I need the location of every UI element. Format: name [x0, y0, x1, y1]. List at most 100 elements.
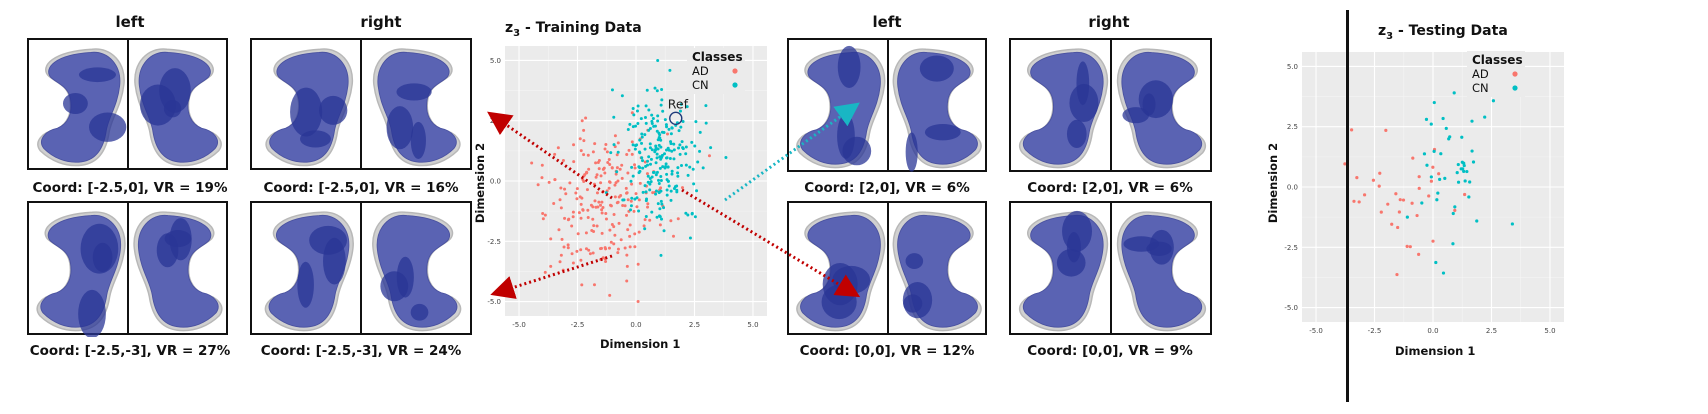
data-point-ad — [624, 186, 628, 190]
data-point-cn — [681, 119, 685, 123]
data-point-cn — [1483, 115, 1487, 119]
x-tick-label: 2.5 — [1486, 327, 1497, 335]
data-point-ad — [651, 191, 655, 195]
data-point-cn — [678, 109, 682, 113]
shape-panel-right-top-right — [1009, 38, 1212, 172]
data-point-cn — [646, 174, 650, 178]
data-point-cn — [646, 159, 650, 163]
data-point-cn — [686, 173, 690, 177]
data-point-cn — [665, 193, 669, 197]
data-point-cn — [1475, 219, 1479, 223]
hippocampus-shape — [372, 211, 462, 332]
data-point-ad — [560, 237, 564, 241]
x-tick-label: -5.0 — [1309, 327, 1323, 335]
data-point-cn — [641, 190, 645, 194]
data-point-ad — [553, 152, 557, 156]
caption-r-tr: Coord: [2,0], VR = 6% — [1027, 180, 1193, 196]
data-point-cn — [660, 202, 664, 206]
y-tick-label: 0.0 — [490, 178, 501, 186]
data-point-cn — [688, 165, 692, 169]
data-point-ad — [610, 222, 614, 226]
hippocampus-shape — [892, 211, 982, 332]
x-tick-label: 5.0 — [1544, 327, 1555, 335]
data-point-cn — [645, 88, 649, 92]
data-point-cn — [659, 138, 663, 142]
data-point-cn — [646, 163, 650, 167]
data-point-cn — [629, 208, 633, 212]
data-point-cn — [650, 113, 654, 117]
data-point-ad — [1427, 194, 1431, 198]
data-point-ad — [595, 191, 599, 195]
data-point-ad — [620, 163, 624, 167]
data-point-ad — [614, 181, 618, 185]
data-point-cn — [655, 129, 659, 133]
data-point-cn — [653, 86, 657, 90]
data-point-ad — [627, 148, 631, 152]
data-point-cn — [663, 118, 667, 122]
data-point-cn — [1441, 116, 1445, 121]
data-point-cn — [609, 151, 613, 155]
data-point-cn — [658, 207, 662, 211]
data-point-cn — [664, 156, 668, 160]
data-point-ad — [579, 149, 583, 153]
hippocampus-shape — [37, 48, 127, 167]
data-point-ad — [1377, 184, 1381, 188]
data-point-ad — [626, 228, 630, 232]
data-point-ad — [633, 166, 637, 170]
data-point-ad — [599, 247, 603, 251]
data-point-cn — [664, 123, 668, 127]
data-point-cn — [659, 145, 663, 149]
data-point-cn — [677, 129, 681, 133]
hippocampus-shape — [264, 211, 354, 332]
data-point-cn — [629, 204, 633, 208]
caption-tl: Coord: [-2.5,0], VR = 19% — [32, 180, 228, 196]
data-point-cn — [698, 149, 702, 153]
data-point-ad — [616, 251, 620, 255]
data-point-ad — [571, 215, 575, 219]
data-point-ad — [584, 231, 588, 235]
data-point-cn — [692, 182, 696, 186]
data-point-ad — [590, 228, 594, 232]
data-point-cn — [660, 88, 664, 92]
data-point-cn — [654, 173, 658, 177]
data-point-cn — [669, 132, 673, 136]
data-point-cn — [659, 189, 663, 193]
data-point-cn — [650, 121, 654, 125]
data-point-cn — [665, 172, 669, 176]
data-point-cn — [654, 144, 658, 148]
caption-br: Coord: [-2.5,-3], VR = 24% — [260, 343, 462, 359]
data-point-ad — [645, 172, 649, 176]
data-point-ad — [1437, 172, 1441, 176]
legend-title: Classes — [692, 50, 743, 64]
data-point-cn — [649, 157, 653, 161]
data-point-cn — [696, 160, 700, 164]
data-point-cn — [663, 152, 667, 156]
data-point-cn — [664, 162, 668, 166]
data-point-ad — [579, 258, 583, 262]
data-point-cn — [656, 119, 660, 123]
data-point-cn — [1425, 163, 1429, 167]
data-point-ad — [601, 206, 605, 210]
hippocampus-shape — [1018, 48, 1109, 169]
data-point-cn — [641, 166, 645, 170]
data-point-ad — [579, 248, 583, 252]
data-point-ad — [584, 247, 588, 251]
section-divider — [1346, 10, 1349, 402]
data-point-cn — [1471, 160, 1476, 164]
data-point-ad — [567, 217, 571, 221]
data-point-ad — [629, 199, 633, 203]
data-point-ad — [559, 206, 563, 210]
data-point-ad — [1379, 210, 1383, 214]
data-point-ad — [1349, 128, 1354, 132]
data-point-ad — [600, 211, 604, 215]
caption-r-bl: Coord: [0,0], VR = 12% — [799, 343, 975, 359]
data-point-cn — [650, 210, 654, 214]
data-point-ad — [597, 158, 601, 162]
data-point-cn — [643, 147, 647, 151]
data-point-cn — [644, 215, 648, 219]
data-point-ad — [599, 181, 603, 185]
arrow-to-top-left — [487, 111, 613, 200]
data-point-ad — [543, 213, 547, 217]
caption-bl: Coord: [-2.5,-3], VR = 27% — [29, 343, 231, 359]
data-point-ad — [612, 242, 616, 246]
